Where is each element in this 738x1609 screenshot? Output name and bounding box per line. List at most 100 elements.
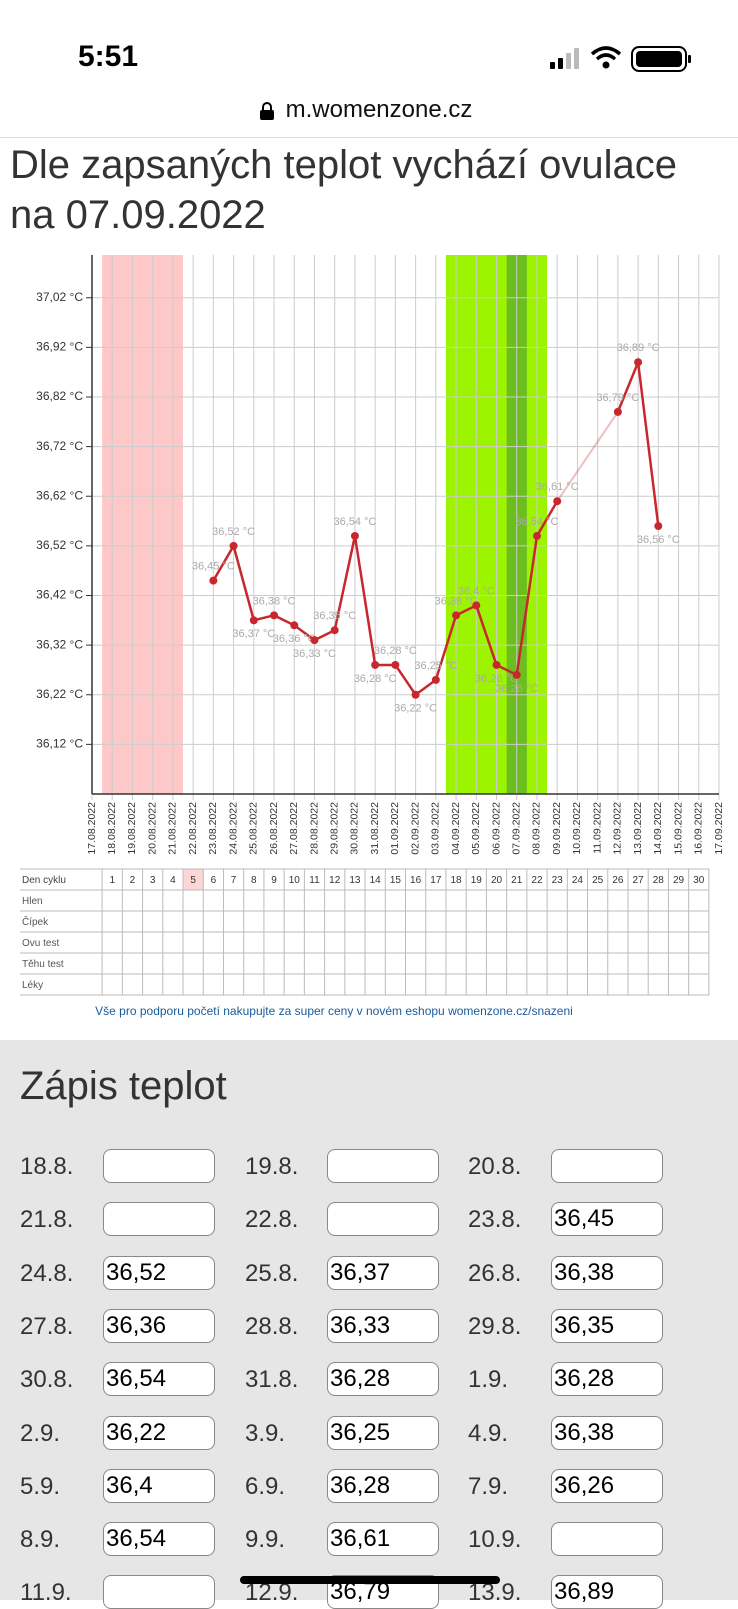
data-point (209, 576, 218, 585)
temperature-input[interactable] (551, 1522, 663, 1557)
data-point (229, 541, 238, 550)
y-tick-label: 36,62 °C (36, 488, 83, 502)
cycle-day: 22 (531, 875, 543, 886)
x-tick-label: 15.09.2022 (672, 802, 684, 855)
data-point (613, 407, 622, 416)
cycle-day: 1 (109, 875, 115, 886)
data-point (350, 531, 359, 540)
x-tick-label: 05.09.2022 (470, 802, 482, 855)
x-tick-label: 21.08.2022 (167, 802, 179, 855)
cycle-day: 13 (349, 875, 361, 886)
temperature-input[interactable]: 36,52 (103, 1255, 215, 1290)
x-tick-label: 23.08.2022 (207, 802, 219, 855)
cycle-day: 27 (633, 875, 645, 886)
temperature-input[interactable]: 36,38 (551, 1415, 663, 1450)
input-value: 36,45 (554, 1205, 615, 1233)
temperature-input[interactable]: 36,45 (551, 1202, 663, 1237)
cycle-day: 10 (289, 875, 301, 886)
data-label: 36,35 °C (313, 610, 356, 622)
x-tick-label: 14.09.2022 (652, 802, 664, 855)
entries-title: Zápis teplot (20, 1064, 227, 1108)
x-tick-label: 19.08.2022 (126, 802, 138, 855)
table-header: Den cyklu (22, 875, 66, 886)
x-tick-label: 20.08.2022 (146, 802, 158, 855)
entry-date: 29.8. (468, 1312, 522, 1340)
entry-date: 27.8. (20, 1312, 74, 1340)
input-value: 36,35 (554, 1311, 615, 1339)
cycle-day: 25 (592, 875, 604, 886)
temperature-input[interactable]: 36,4 (103, 1468, 215, 1503)
temperature-input[interactable]: 36,25 (327, 1415, 439, 1450)
temperature-input[interactable]: 36,35 (551, 1308, 663, 1343)
entry-date: 5.9. (20, 1472, 61, 1500)
y-tick-label: 36,92 °C (36, 340, 83, 354)
entry-date: 4.9. (468, 1419, 509, 1447)
entry-date: 19.8. (245, 1153, 299, 1180)
data-point (472, 601, 481, 610)
temperature-input[interactable]: 36,61 (327, 1522, 439, 1557)
data-label: 36,79 °C (596, 392, 639, 404)
table-row-label: Léky (22, 980, 43, 991)
temperature-input[interactable] (103, 1202, 215, 1237)
cycle-day: 9 (271, 875, 277, 886)
temperature-input[interactable]: 36,28 (327, 1362, 439, 1397)
temperature-input[interactable]: 36,36 (103, 1308, 215, 1343)
input-value: 36,54 (106, 1525, 167, 1553)
entry-date: 3.9. (245, 1419, 286, 1447)
cycle-day: 26 (612, 875, 624, 886)
data-label: 36,38 °C (435, 595, 478, 607)
entry-date: 22.8. (245, 1206, 299, 1234)
temperature-input[interactable] (327, 1149, 439, 1183)
data-label: 36,36 °C (273, 633, 316, 645)
heading: Dle zapsaných teplot vychází ovulace na … (10, 143, 678, 237)
x-tick-label: 31.08.2022 (369, 802, 381, 855)
temperature-input[interactable]: 36,28 (551, 1362, 663, 1397)
cycle-day: 7 (231, 875, 237, 886)
temperature-input[interactable] (103, 1575, 215, 1609)
temperature-input[interactable] (551, 1149, 663, 1183)
x-tick-label: 11.09.2022 (591, 802, 603, 854)
data-point (411, 690, 420, 699)
temperature-input[interactable] (327, 1202, 439, 1237)
temperature-input[interactable]: 36,37 (327, 1255, 439, 1290)
x-tick-label: 18.08.2022 (106, 802, 118, 855)
cycle-day: 5 (190, 875, 196, 886)
temperature-input[interactable]: 36,26 (551, 1468, 663, 1503)
cycle-day: 16 (410, 875, 422, 886)
data-point (492, 660, 501, 669)
entry-date: 6.9. (245, 1472, 286, 1500)
cycle-day: 17 (430, 875, 442, 886)
status-icons (550, 46, 691, 72)
x-tick-label: 12.09.2022 (612, 802, 624, 855)
temperature-input[interactable]: 36,22 (103, 1415, 215, 1450)
x-tick-label: 04.09.2022 (450, 802, 462, 855)
temperature-input[interactable]: 36,33 (327, 1308, 439, 1343)
temperature-input[interactable]: 36,38 (551, 1255, 663, 1290)
highlight-cell (183, 869, 204, 890)
entry-date: 23.8. (468, 1206, 522, 1234)
entry-date: 30.8. (20, 1366, 74, 1394)
data-label: 36,28 °C (475, 673, 518, 685)
entries-section: Zápis teplot 18.8. 19.8. 20.8. 21.8. 22.8. 23… (0, 1040, 738, 1609)
entry-date: 31.8. (245, 1366, 299, 1394)
temperature-input[interactable]: 36,54 (103, 1362, 215, 1397)
chart: 17.08.2022 18.08.2022 19.08.2022 20.08.2022… (20, 255, 725, 1018)
data-label: 36,37 °C (232, 628, 275, 640)
x-tick-label: 25.08.2022 (248, 802, 260, 855)
promo-link[interactable]: Vše pro podporu početí nakupujte za supe… (95, 1004, 573, 1018)
home-indicator (240, 1576, 500, 1584)
cycle-day: 14 (370, 875, 382, 886)
data-point (270, 611, 279, 620)
cycle-day: 30 (693, 875, 705, 886)
url-bar[interactable]: m.womenzone.cz (0, 96, 738, 124)
y-tick-label: 36,32 °C (36, 637, 83, 651)
temperature-input[interactable]: 36,89 (551, 1575, 663, 1609)
temperature-input[interactable]: 36,28 (327, 1468, 439, 1503)
data-label: 36,28 °C (354, 673, 397, 685)
temperature-input[interactable] (103, 1149, 215, 1183)
data-label: 36,45 °C (192, 561, 235, 573)
temperature-input[interactable]: 36,54 (103, 1522, 215, 1557)
cycle-day: 2 (130, 875, 136, 886)
cycle-day: 24 (572, 875, 584, 886)
data-point (431, 675, 440, 684)
